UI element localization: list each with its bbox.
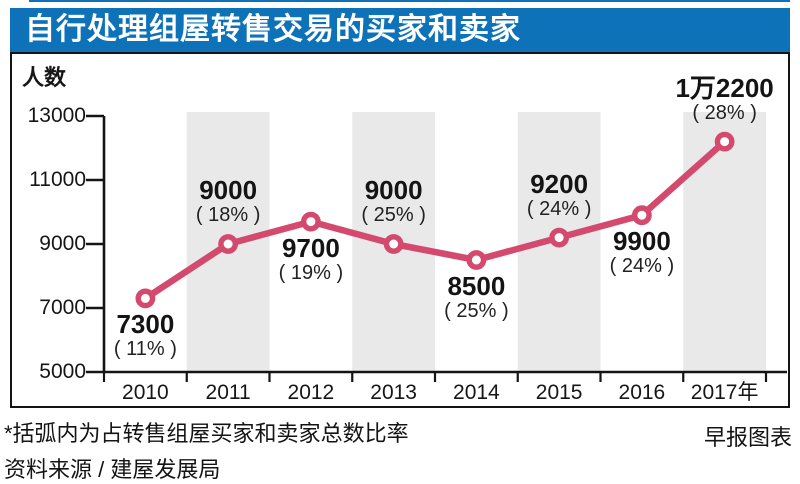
data-point [135, 288, 156, 309]
data-label: 8500( 25% ) [401, 273, 551, 323]
data-label-percent: ( 28% ) [692, 101, 757, 124]
data-label-value: 9000 [199, 175, 258, 205]
x-tick-label: 2013 [370, 381, 417, 404]
data-label-value: 8500 [447, 271, 506, 301]
y-tick-label: 7000 [39, 296, 86, 319]
data-label: 9000( 18% ) [153, 177, 303, 227]
data-line [142, 138, 728, 302]
y-tick-label: 5000 [39, 360, 86, 383]
x-tick-label: 2012 [287, 381, 335, 404]
data-label: 9000( 25% ) [319, 177, 469, 227]
data-label: 1万2200( 28% ) [650, 72, 800, 125]
data-label-value: 9700 [281, 232, 340, 263]
data-label-percent: ( 11% ) [113, 338, 177, 361]
data-label-value: 1万2200 [675, 72, 774, 103]
footnote: *括弧内为占转售组屋买家和卖家总数比率 [4, 421, 409, 446]
data-label-value: 7300 [116, 309, 175, 340]
data-label: 9900( 24% ) [567, 228, 717, 278]
data-label-percent: ( 18% ) [195, 204, 261, 226]
data-point [218, 234, 239, 254]
data-point [714, 131, 735, 152]
data-label-percent: ( 24% ) [526, 197, 592, 220]
chart-title: 自行处理组屋转售交易的买家和卖家 [25, 13, 521, 46]
data-label-percent: ( 24% ) [609, 255, 675, 278]
y-tick-label: 11000 [29, 168, 86, 191]
data-point [383, 234, 404, 254]
y-axis-title: 人数 [22, 65, 67, 90]
credit: 早报图表 [703, 425, 792, 450]
x-tick-label: 2010 [122, 381, 169, 404]
year-band [683, 112, 766, 372]
data-label-percent: ( 25% ) [444, 300, 509, 322]
data-label: 9200( 24% ) [484, 168, 634, 221]
x-tick-label: 2014 [453, 381, 500, 404]
top-rule [29, 0, 790, 2]
y-tick-label: 13000 [27, 104, 86, 127]
data-label-percent: ( 19% ) [278, 261, 344, 284]
data-label-percent: ( 25% ) [361, 204, 426, 226]
data-label-value: 9000 [364, 175, 423, 205]
x-tick-label: 2015 [535, 381, 583, 404]
data-point [300, 211, 321, 232]
source-line: 资料来源 / 建屋发展局 [4, 457, 221, 482]
data-point [549, 227, 570, 248]
y-tick-label: 9000 [39, 232, 86, 255]
data-label: 9700( 19% ) [236, 232, 386, 285]
data-point [466, 250, 487, 270]
x-tick-label: 2011 [205, 381, 251, 404]
x-tick-label: 2016 [618, 381, 666, 404]
title-bar: 自行处理组屋转售交易的买家和卖家 [10, 8, 790, 52]
data-point [631, 205, 652, 226]
data-label-value: 9200 [530, 168, 589, 199]
data-label-value: 9900 [612, 226, 671, 257]
data-label: 7300( 11% ) [70, 311, 220, 361]
x-tick-label: 2017年 [690, 381, 759, 404]
